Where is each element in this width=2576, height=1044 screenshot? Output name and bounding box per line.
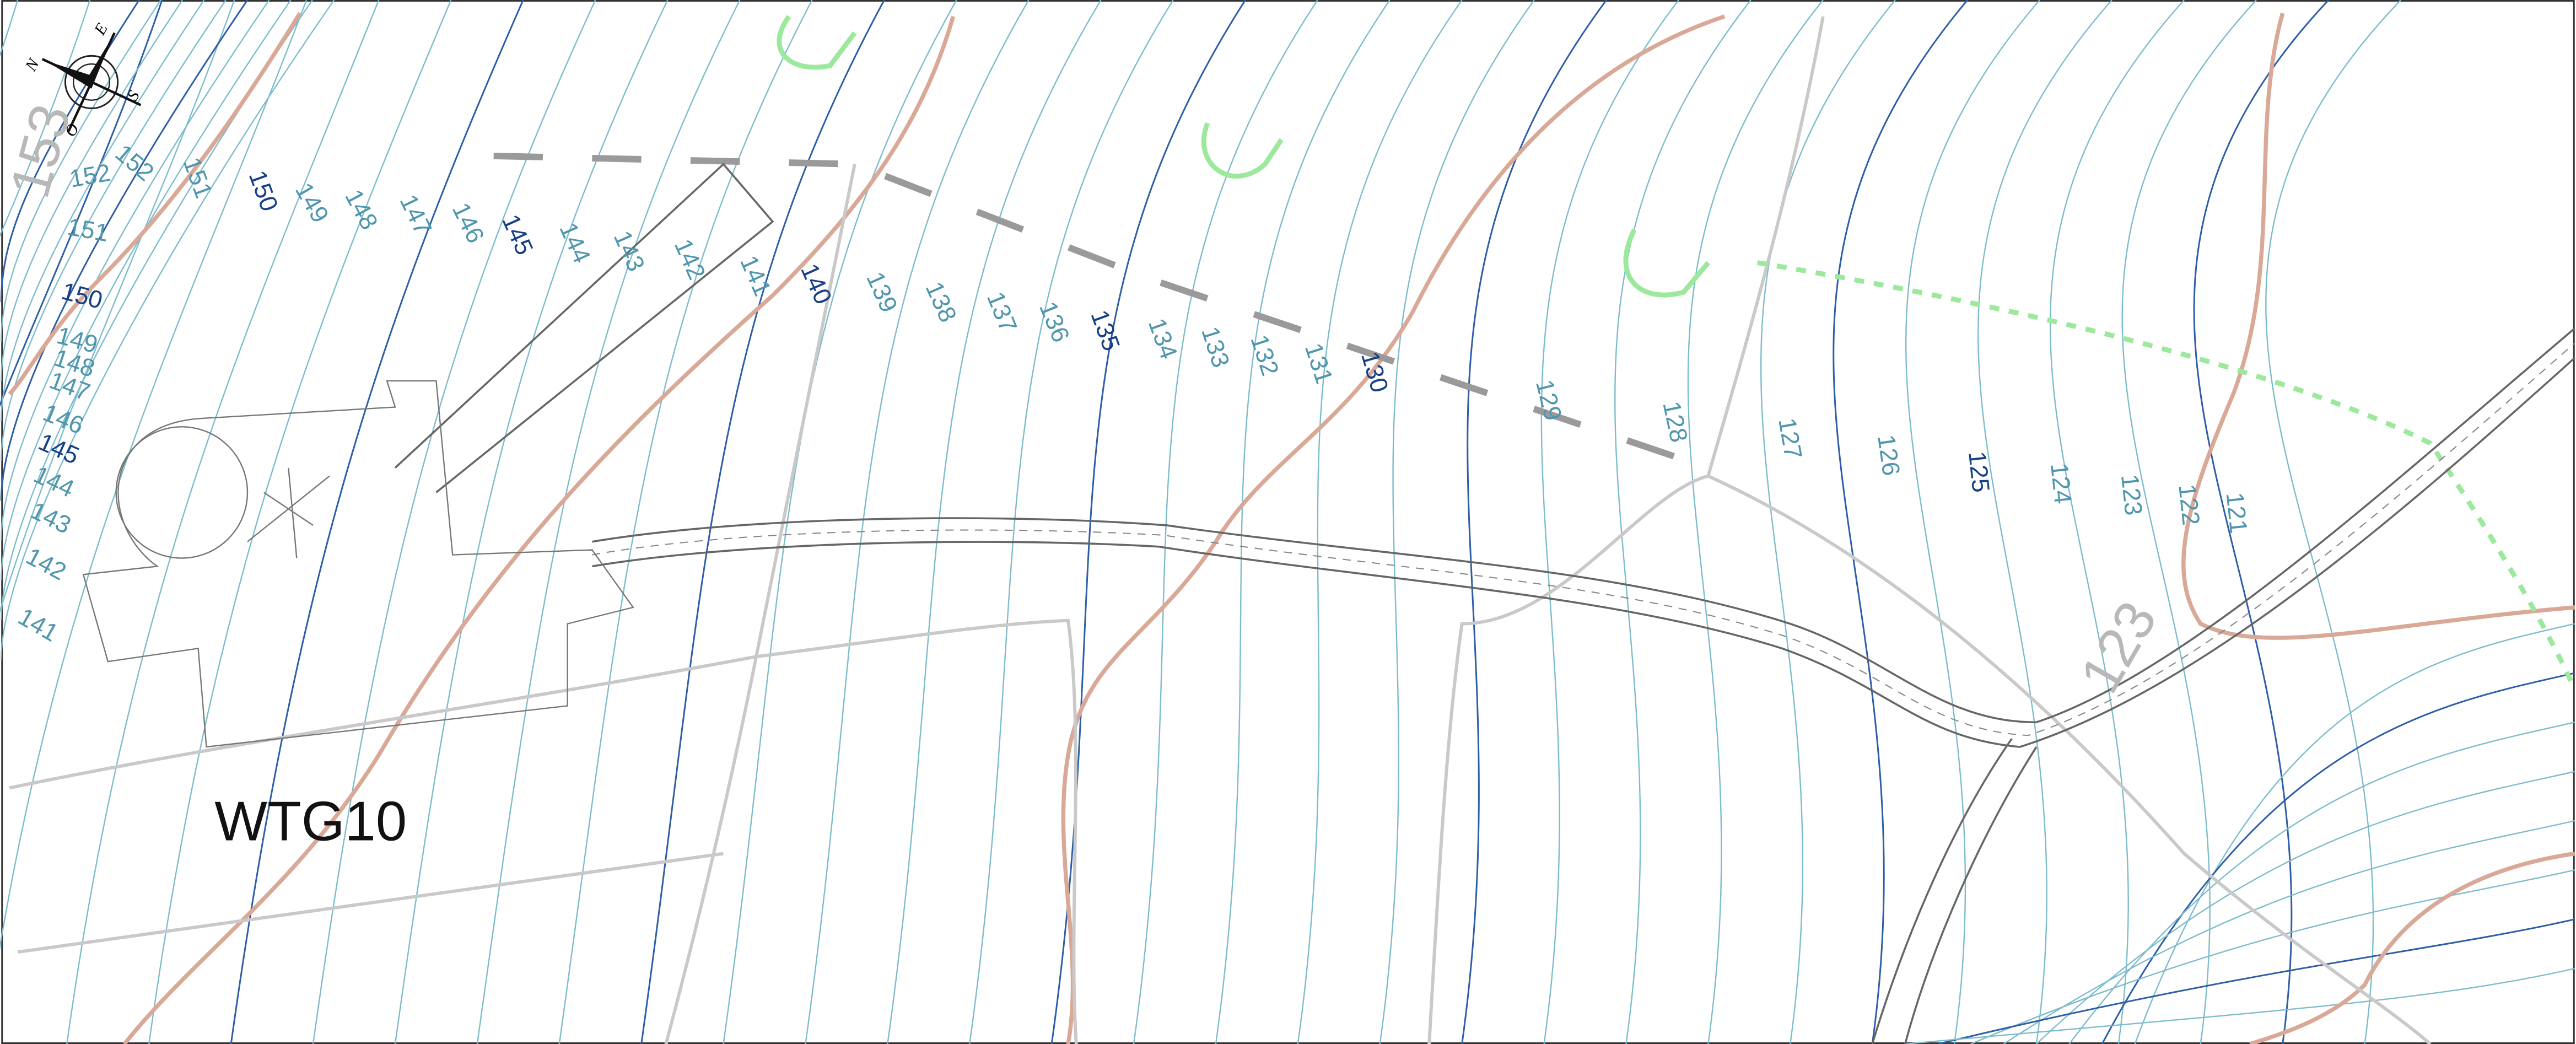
contour-line <box>2121 0 2257 1044</box>
contour-line <box>1 0 335 660</box>
contour-line <box>2265 0 2401 1044</box>
access-road <box>394 163 2575 1044</box>
contour-line <box>1 0 292 580</box>
contour-line <box>1461 0 1607 1044</box>
contour-line <box>1050 0 1246 1044</box>
contour-line <box>1133 0 1318 1044</box>
contour-line <box>1760 0 1896 1044</box>
contour-line <box>558 0 813 1044</box>
turbine-pad <box>82 380 634 748</box>
contour-line <box>312 0 596 1044</box>
contour-line <box>1 0 270 541</box>
contour-line <box>1 0 184 382</box>
contour-line <box>1977 0 2112 1044</box>
contour-line <box>0 0 163 407</box>
contour-line <box>887 0 1102 1044</box>
contour-label: 121 <box>2221 491 2252 535</box>
contour-line <box>1379 0 1535 1044</box>
contour-label: 122 <box>2173 483 2205 526</box>
contour-line <box>148 0 452 1044</box>
contour-line <box>640 0 885 1044</box>
contour-line <box>2101 672 2575 1044</box>
contour-line <box>1215 0 1391 1044</box>
contour-line <box>0 0 235 613</box>
contour-line <box>2134 623 2575 1044</box>
contour-line <box>1833 0 1969 1044</box>
contour-line <box>2049 0 2185 1044</box>
compass <box>41 32 142 132</box>
contour-line <box>1 0 161 342</box>
terrain-features <box>8 12 2576 1044</box>
contour-line <box>476 0 741 1044</box>
contour-line <box>969 0 1174 1044</box>
contour-line <box>2193 0 2330 1044</box>
contour-line <box>1297 0 1463 1044</box>
contour-line <box>0 0 91 238</box>
contour-line <box>1687 0 1824 1044</box>
contour-line <box>0 0 249 501</box>
contour-label: 123 <box>2116 473 2147 516</box>
contour-line <box>1970 869 2575 1044</box>
contour-line <box>394 0 669 1044</box>
contour-label: 126 <box>1872 433 1905 478</box>
contour-line <box>1614 0 1752 1044</box>
contour-line <box>2003 820 2575 1044</box>
turbine-label: WTG10 <box>214 790 407 853</box>
contour-line <box>805 0 1030 1044</box>
contour-line <box>0 0 308 950</box>
contour-label: 125 <box>1963 450 1995 494</box>
contour-line <box>1905 967 2575 1044</box>
contour-line <box>1 0 205 422</box>
contour-line <box>2068 722 2575 1044</box>
contour-line <box>1 0 227 461</box>
contour-line <box>66 0 380 1044</box>
contour-line <box>723 0 957 1044</box>
contour-label: 124 <box>2045 461 2077 505</box>
contour-line <box>1540 0 1679 1044</box>
contour-line <box>2036 771 2575 1044</box>
contour-line <box>1905 0 2040 1044</box>
contour-line <box>230 0 524 1044</box>
